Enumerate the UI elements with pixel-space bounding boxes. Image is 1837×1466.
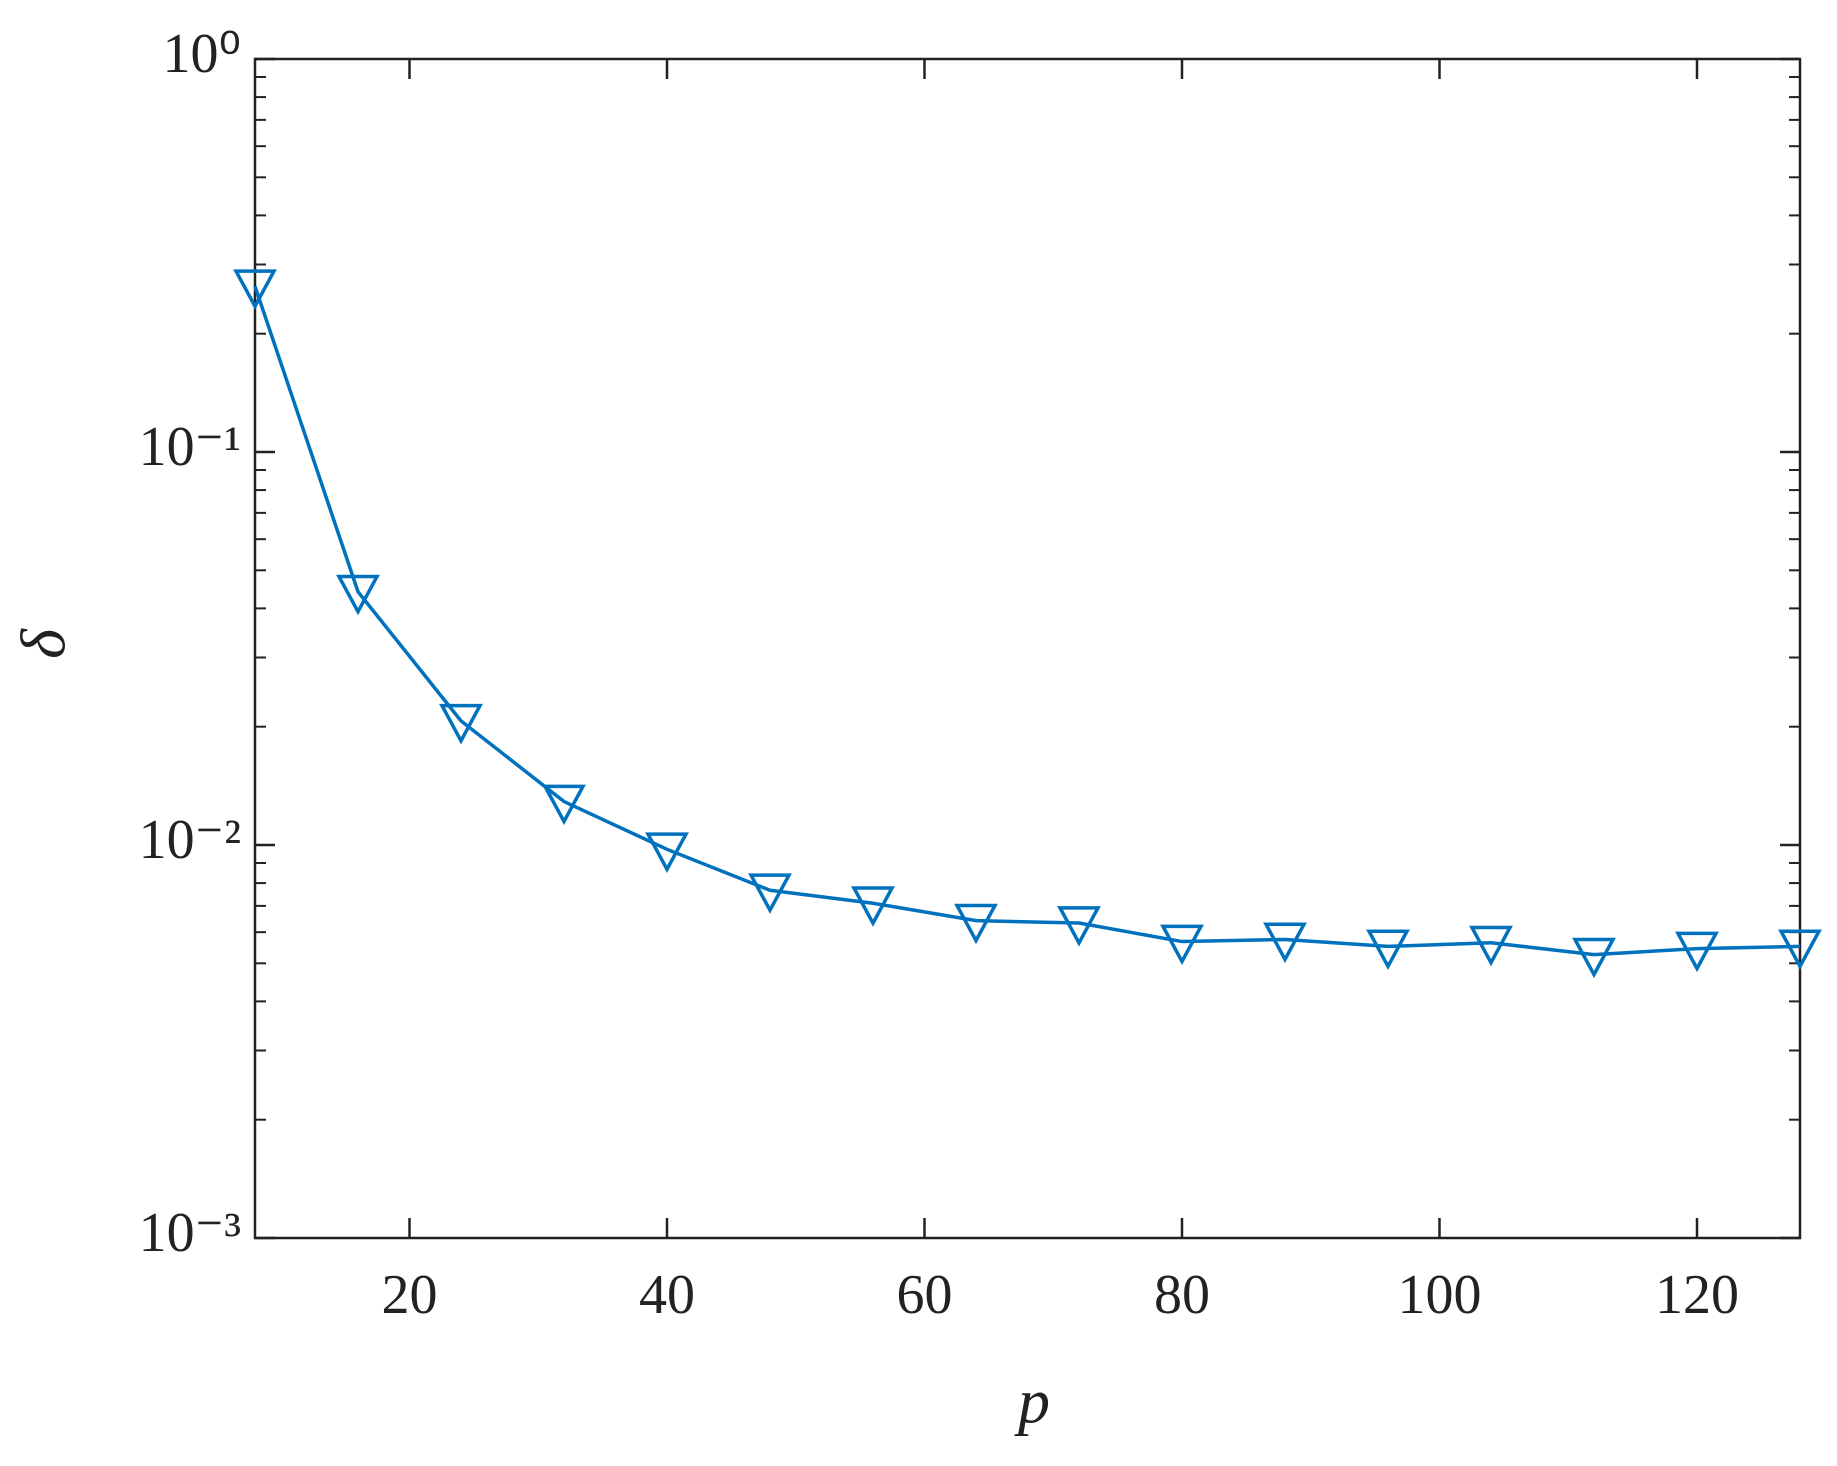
y-axis-label: δ [8, 628, 79, 659]
x-tick-label: 100 [1398, 1264, 1482, 1326]
marker [1160, 924, 1204, 966]
marker [1469, 925, 1513, 967]
marker [851, 886, 895, 927]
marker [233, 269, 277, 310]
x-tick-label: 60 [897, 1264, 953, 1326]
marker [645, 832, 689, 873]
marker [336, 574, 380, 616]
x-tick-label: 80 [1154, 1264, 1210, 1326]
y-tick-label: 10⁻² [139, 809, 241, 871]
y-tick-label: 10⁰ [163, 23, 241, 85]
marker [1057, 906, 1101, 947]
marker [542, 784, 586, 826]
x-tick-label: 120 [1655, 1264, 1739, 1326]
x-axis-label: p [1014, 1366, 1050, 1437]
y-tick-label: 10⁻³ [139, 1202, 241, 1264]
marker [1572, 937, 1616, 979]
marker [1778, 929, 1822, 971]
marker [1366, 929, 1410, 971]
marker [748, 873, 792, 914]
x-tick-label: 40 [639, 1264, 695, 1326]
x-tick-label: 20 [382, 1264, 438, 1326]
line [253, 285, 1801, 957]
marker [1263, 922, 1307, 964]
plot-frame [253, 57, 1802, 1240]
y-tick-label: 10⁻¹ [139, 416, 241, 478]
marker [1675, 931, 1719, 973]
marker [439, 703, 483, 745]
marker [954, 903, 998, 945]
